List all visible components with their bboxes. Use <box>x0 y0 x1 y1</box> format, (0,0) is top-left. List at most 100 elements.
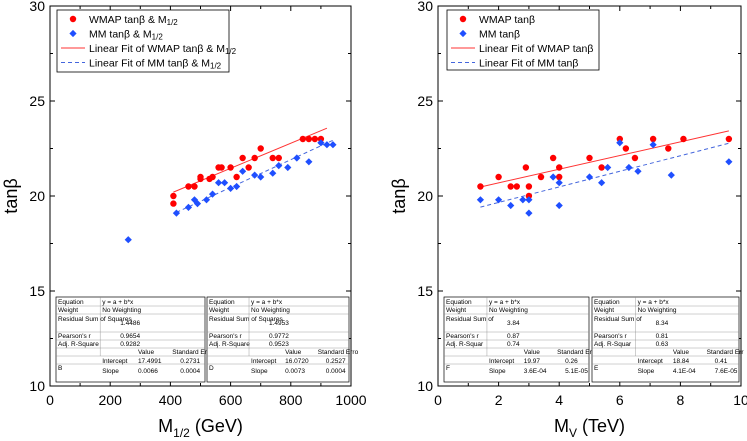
y-tick-label: 30 <box>29 0 45 14</box>
y-tick-label: 10 <box>417 378 433 394</box>
x-axis-title-sub: 1/2 <box>173 426 190 440</box>
data-point-mm <box>317 139 325 147</box>
stats-value-header: Value <box>673 349 690 356</box>
stats-err-header: Standard Erro <box>172 349 213 356</box>
stats-equation: y = a + b*x <box>489 299 521 306</box>
stats-weight: No Weighting <box>102 307 141 314</box>
stats-table-box <box>591 296 740 383</box>
data-point-mm <box>323 141 331 149</box>
stats-pearson: 0.87 <box>507 333 520 340</box>
stats-slope-label: Slope <box>251 368 268 375</box>
stats-slope: 0.0073 <box>285 368 305 375</box>
stats-equation: y = a + b*x <box>251 299 283 306</box>
y-tick-label: 20 <box>417 188 433 204</box>
data-point-wmap <box>725 135 733 143</box>
stats-row-label: Weight <box>594 307 614 314</box>
data-point-wmap <box>631 154 639 162</box>
stats-weight: No Weighting <box>489 307 528 314</box>
legend-entry: MM tanβ <box>479 29 520 41</box>
data-point-wmap <box>525 183 533 190</box>
data-point-mm <box>202 196 211 204</box>
stats-adjr: 0.9523 <box>269 341 289 348</box>
data-point-wmap <box>549 154 557 162</box>
stats-row-label: Weight <box>446 307 466 314</box>
stats-slope: 4.1E-04 <box>673 368 696 375</box>
data-point-mm <box>555 179 563 187</box>
data-point-mm <box>495 196 503 204</box>
data-point-wmap <box>227 164 234 171</box>
stats-rss-label: Residual Sum of <box>446 316 494 323</box>
legend-symbol-diamond <box>459 29 467 38</box>
legend-entry: Linear Fit of WMAP tanβ & M1/2 <box>89 43 237 56</box>
stats-adjr: 0.63 <box>656 341 669 348</box>
data-point-wmap <box>525 192 533 200</box>
data-point-mm <box>251 171 259 179</box>
data-point-mm <box>305 158 313 166</box>
data-point-mm <box>649 141 657 149</box>
data-point-mm <box>214 179 223 187</box>
data-point-wmap <box>477 183 484 190</box>
data-point-wmap <box>209 173 216 181</box>
stats-rss-label: Residual Sum of Squares <box>58 316 132 323</box>
stats-slope-label: Slope <box>102 368 119 375</box>
data-point-wmap <box>305 135 313 143</box>
stats-intercept: 18.84 <box>673 358 690 365</box>
x-axis-title-main: M <box>158 416 173 436</box>
data-point-mm <box>284 163 292 172</box>
legend-box <box>446 9 600 71</box>
stats-slope-err: 5.1E-05 <box>565 368 588 375</box>
stats-adjr: 0.74 <box>507 341 520 348</box>
x-tick-label: 0 <box>434 392 442 408</box>
data-point-wmap <box>507 183 514 190</box>
stats-value-header: Value <box>524 349 541 356</box>
stats-table-label: B <box>58 365 62 372</box>
stats-slope: 3.6E-04 <box>524 368 547 375</box>
stats-equation: y = a + b*x <box>102 299 134 306</box>
x-tick-label: 8 <box>677 392 685 408</box>
data-point-mm <box>172 209 181 217</box>
data-point-mm <box>227 184 235 192</box>
stats-pearson-label: Pearson's r <box>594 333 628 340</box>
data-point-mm <box>208 190 217 198</box>
legend-entry-text: Linear Fit of MM tanβ <box>479 58 578 70</box>
stats-err-header: Standard Err <box>707 349 745 356</box>
legend-symbol-circle <box>459 15 467 23</box>
legend-entry-sub: 1/2 <box>152 33 164 42</box>
stats-rss-label: Residual Sum of Squares <box>209 316 283 323</box>
stats-adjr-label: Adj. R-Square <box>58 341 99 348</box>
y-axis-title: tanβ <box>1 178 21 213</box>
data-point-mm <box>634 167 642 175</box>
stats-intercept-err: 0.2527 <box>326 358 346 365</box>
data-point-wmap <box>556 173 563 181</box>
legend-entry-text: WMAP tanβ <box>479 14 535 26</box>
y-tick-label: 15 <box>29 283 45 299</box>
stats-rss: 1.4486 <box>120 320 140 327</box>
data-point-wmap <box>616 135 623 143</box>
y-axis-title: tanβ <box>389 178 409 213</box>
data-point-mm <box>725 158 733 166</box>
data-point-mm <box>598 179 606 187</box>
stats-row-label: Equation <box>594 299 620 306</box>
legend-entry-sub: 1/2 <box>167 18 179 27</box>
stats-rss: 3.84 <box>507 320 520 327</box>
stats-err-header: Standard Err <box>557 349 595 356</box>
x-tick-label: 400 <box>159 392 183 408</box>
data-point-wmap <box>513 183 520 190</box>
legend-entry-sub: 1/2 <box>225 47 237 56</box>
x-axis-title-sub: V <box>569 426 577 440</box>
data-point-mm <box>555 201 563 210</box>
data-point-wmap <box>665 145 672 152</box>
x-tick-label: 2 <box>495 392 503 408</box>
stats-intercept-err: 0.26 <box>565 358 578 365</box>
stats-pearson: 0.9772 <box>269 333 289 340</box>
y-tick-label: 25 <box>29 93 45 109</box>
legend-entry-text: WMAP tanβ & M <box>89 14 167 26</box>
legend-entry-text: MM tanβ <box>479 29 520 41</box>
data-point-wmap <box>495 173 502 181</box>
x-tick-label: 800 <box>279 392 303 408</box>
stats-slope: 0.0066 <box>138 368 158 375</box>
